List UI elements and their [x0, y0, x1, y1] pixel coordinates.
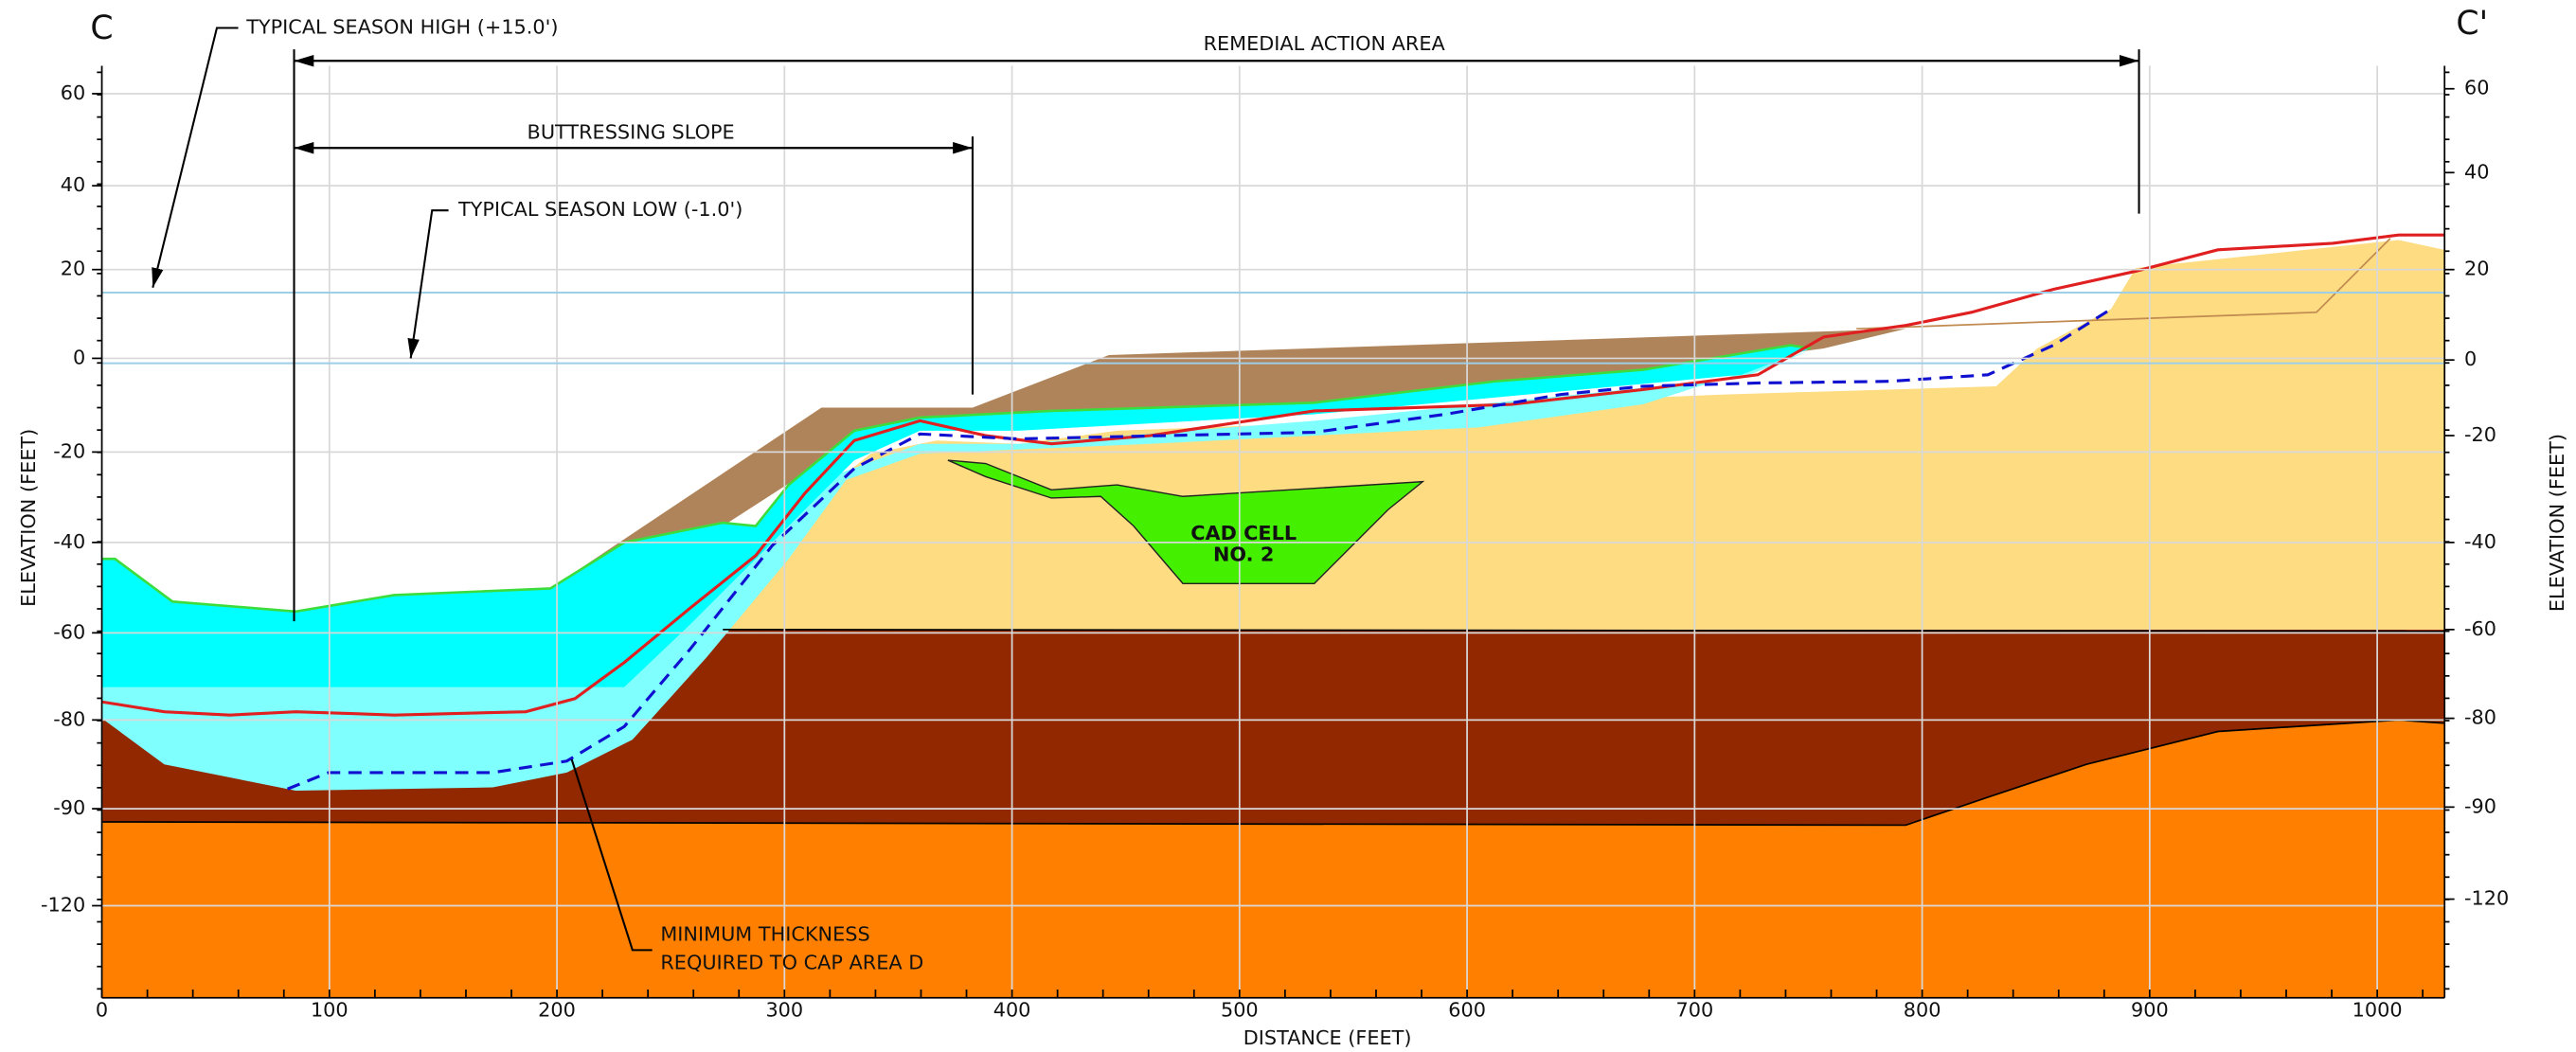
x-tick-label: 500 [1221, 999, 1259, 1022]
y-tick-label: 0 [2464, 348, 2477, 370]
section-label: C [90, 9, 113, 47]
y-axis-title: ELEVATION (FEET) [17, 429, 40, 607]
annotation: TYPICAL SEASON LOW (-1.0') [457, 198, 742, 221]
y-tick-label: -40 [2464, 530, 2496, 553]
y-tick-label: -20 [53, 439, 85, 462]
x-tick-label: 600 [1448, 999, 1486, 1022]
x-tick-label: 900 [2131, 999, 2169, 1022]
y-tick-label: 60 [61, 81, 85, 104]
y-tick-label: -80 [2464, 706, 2496, 729]
x-axis-title: DISTANCE (FEET) [1243, 1026, 1412, 1049]
x-tick-label: 200 [538, 999, 576, 1022]
layer-boundary [723, 628, 2445, 633]
cad-cell [947, 459, 1425, 584]
water-bright [101, 345, 1811, 687]
x-tick-label: 400 [993, 999, 1031, 1022]
leader [407, 209, 449, 359]
y-tick-label: -20 [2464, 423, 2496, 446]
red-line [101, 233, 2445, 717]
y-tick-label: -60 [2464, 617, 2496, 640]
y-tick-label: 40 [61, 173, 85, 196]
y-tick-label: -40 [53, 530, 85, 553]
y-tick-label: 0 [73, 346, 85, 368]
x-tick-label: 800 [1904, 999, 1941, 1022]
y-tick-label: 40 [2464, 160, 2489, 183]
leader [570, 758, 653, 952]
y-axis-title: ELEVATION (FEET) [2546, 434, 2568, 612]
x-tick-label: 100 [311, 999, 349, 1022]
dimensions [152, 27, 2140, 952]
x-tick-label: 700 [1675, 999, 1713, 1022]
y-tick-label: -60 [53, 620, 85, 643]
annotation: TYPICAL SEASON HIGH (+15.0') [245, 16, 558, 39]
y-tick-label: -80 [53, 707, 85, 730]
annotation: REMEDIAL ACTION AREA [1204, 32, 1446, 55]
y-tick-label: -120 [41, 893, 85, 916]
x-tick-label: 1000 [2352, 999, 2403, 1022]
annotation: BUTTRESSING SLOPE [528, 121, 735, 144]
annotation: REQUIRED TO CAP AREA D [660, 951, 923, 973]
blue-dashed-line [286, 308, 2112, 791]
annotation: MINIMUM THICKNESS [660, 923, 869, 946]
leader [152, 27, 239, 289]
cad-label: CAD CELL [1190, 522, 1297, 544]
y-tick-label: 60 [2464, 77, 2489, 99]
x-tick-label: 0 [96, 999, 108, 1022]
orange-layer [101, 720, 2445, 998]
y-tick-label: -90 [2464, 794, 2496, 817]
section-label: C' [2456, 5, 2488, 43]
cad-label: NO. 2 [1213, 544, 1274, 566]
y-tick-label: -120 [2464, 887, 2509, 910]
fill-edge [101, 344, 1811, 614]
y-tick-label: 20 [2464, 258, 2489, 280]
x-tick-label: 300 [765, 999, 803, 1022]
y-tick-label: 20 [61, 258, 85, 280]
old-surface [1856, 238, 2391, 330]
layers [101, 233, 2445, 998]
y-tick-label: -90 [53, 796, 85, 819]
